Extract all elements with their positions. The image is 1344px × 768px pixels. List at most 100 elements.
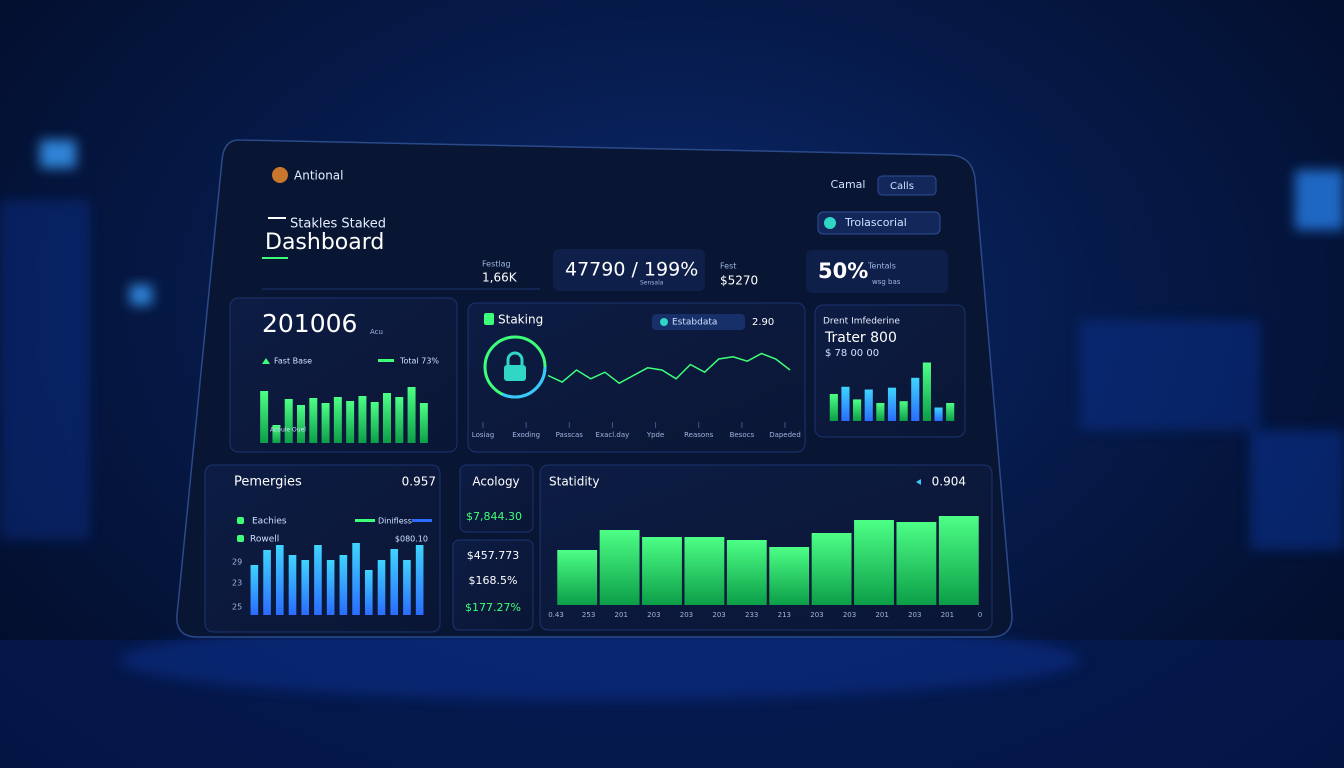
x-label: 0	[978, 611, 982, 619]
legend-label: Eachies	[252, 517, 287, 527]
x-label: 0.43	[548, 611, 564, 619]
pre-title: Stakles Staked	[290, 217, 386, 232]
bar	[272, 425, 281, 443]
y-label: 25	[232, 603, 242, 612]
bar	[383, 393, 391, 443]
x-label: 203	[680, 611, 693, 619]
bar	[946, 403, 955, 421]
panel-title: Drent Imfederine	[823, 317, 900, 327]
stat-label: Fest	[720, 262, 736, 271]
x-label: Exacl.day	[596, 431, 630, 439]
legend-label: Dinifless	[378, 517, 412, 526]
acology-list-panel	[452, 539, 534, 631]
background-decor	[0, 140, 1344, 768]
bar	[911, 377, 920, 421]
indicator	[916, 479, 921, 485]
page-title: Dashboard	[265, 230, 384, 255]
bar	[811, 533, 852, 605]
bar	[250, 565, 259, 615]
bar	[841, 386, 850, 421]
bar	[370, 402, 379, 443]
bar	[275, 545, 284, 615]
x-label: 201	[615, 611, 628, 619]
bar	[896, 522, 937, 605]
list-value: $457.773	[467, 549, 520, 562]
bar	[854, 520, 894, 605]
bar	[419, 403, 428, 443]
staking-icon	[484, 313, 494, 325]
legend-label: Total 73%	[399, 357, 439, 366]
badge-icon	[824, 217, 836, 229]
bar	[899, 401, 908, 421]
panel-value: 201006	[262, 309, 357, 338]
chip-label[interactable]: Estabdata	[672, 318, 717, 328]
bar	[364, 570, 373, 615]
bar	[377, 560, 386, 615]
bar	[829, 394, 838, 421]
x-label: Passcas	[556, 431, 584, 439]
badge-label[interactable]: Trolascorial	[844, 216, 907, 229]
brand-logo	[272, 167, 288, 183]
bar	[263, 550, 271, 615]
bar	[321, 403, 330, 443]
legend-value: $080.10	[395, 535, 428, 544]
legend-marker	[237, 517, 244, 524]
panel-sub: $ 78 00 00	[825, 348, 879, 359]
header-button[interactable]: Calls	[890, 181, 914, 192]
bar	[769, 547, 810, 605]
badge-button[interactable]	[817, 211, 941, 235]
panel-title: Statidity	[549, 475, 599, 489]
header-button[interactable]: Camal	[831, 178, 866, 191]
legend-marker	[237, 535, 244, 542]
dropdown-button[interactable]	[877, 175, 937, 196]
bar	[934, 407, 943, 421]
bar	[284, 399, 293, 443]
bar	[346, 401, 355, 443]
x-label: 253	[582, 611, 595, 619]
line-series	[547, 352, 791, 385]
x-label: 213	[778, 611, 791, 619]
panel-title: Pemergies	[234, 475, 302, 490]
legend-marker	[412, 519, 432, 522]
bar	[876, 403, 885, 421]
list-value: $177.27%	[465, 601, 521, 614]
stat-label: Sensala	[640, 280, 664, 287]
x-label: Besocs	[730, 431, 755, 439]
bar	[301, 560, 310, 615]
x-label: 203	[843, 611, 856, 619]
brand-name: Antional	[294, 169, 344, 183]
x-label: 203	[647, 611, 660, 619]
legend-marker	[262, 358, 270, 364]
bar	[314, 545, 322, 615]
x-label: Ypde	[646, 431, 664, 439]
stat-value: 1,66K	[482, 271, 518, 285]
stat-value: 50%	[818, 259, 868, 283]
bar	[922, 362, 931, 421]
bar	[887, 387, 897, 421]
chart-note: Acoule Ouel	[270, 427, 306, 434]
bar	[415, 545, 424, 615]
panel-value: Trater 800	[824, 330, 897, 346]
acology-panel	[459, 464, 534, 533]
panel-value: 0.904	[932, 475, 966, 489]
panel-title: Acology	[472, 475, 519, 489]
bar	[260, 391, 269, 443]
stat-value: $5270	[720, 274, 758, 288]
bar	[339, 555, 348, 615]
x-label: 203	[908, 611, 921, 619]
bar	[642, 537, 682, 605]
staking-panel	[467, 302, 806, 453]
lock-icon	[504, 365, 526, 381]
legend-marker	[378, 359, 394, 362]
stat-label: Tentals	[867, 262, 896, 271]
chip-icon	[660, 318, 668, 326]
panel-title: Staking	[498, 313, 543, 327]
x-label: Losiag	[472, 431, 494, 439]
stat-card	[553, 249, 705, 291]
stat-label: Festlag	[482, 260, 511, 269]
bar	[403, 560, 411, 615]
bar	[684, 537, 725, 605]
lock-shackle	[506, 351, 524, 365]
chip[interactable]	[652, 314, 745, 330]
x-label: 201	[941, 611, 954, 619]
